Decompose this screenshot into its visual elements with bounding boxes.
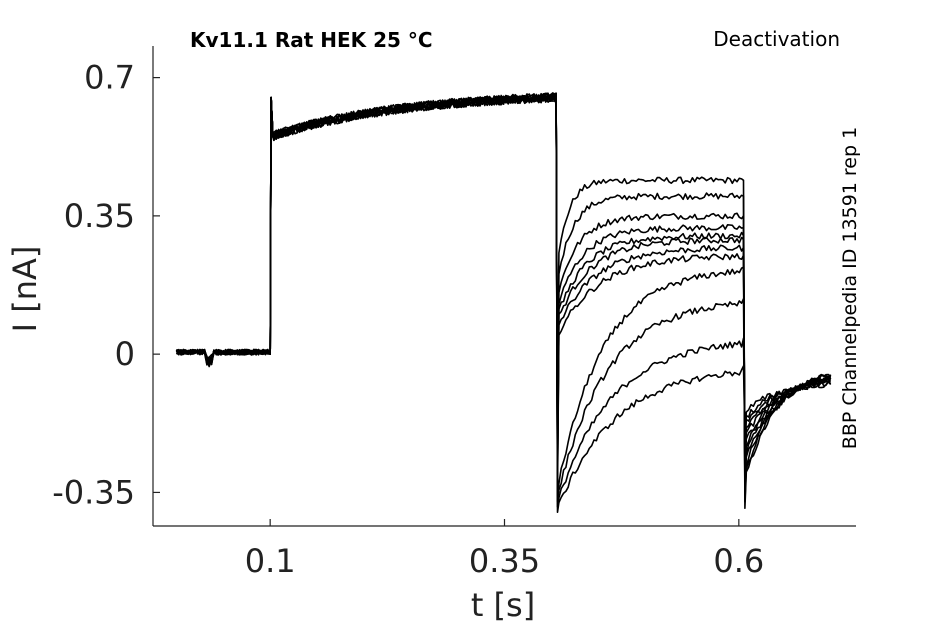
y-tick-label: 0.7: [84, 59, 135, 97]
protocol-label: Deactivation: [713, 27, 840, 51]
x-tick-label: 0.35: [469, 542, 540, 580]
x-tick-label: 0.6: [713, 542, 764, 580]
current-trace: [175, 92, 832, 497]
current-trace: [175, 92, 832, 486]
x-tick-label: 0.1: [245, 542, 296, 580]
current-trace: [175, 92, 831, 503]
current-trace: [175, 92, 832, 503]
current-trace: [175, 92, 832, 481]
side-label: BBP Channelpedia ID 13591 rep 1: [839, 127, 861, 449]
chart-title: Kv11.1 Rat HEK 25 °C: [190, 28, 433, 52]
current-trace: [176, 92, 831, 513]
current-trace: [175, 92, 832, 509]
y-tick-label: -0.35: [52, 473, 135, 511]
y-axis-label: I [nA]: [6, 246, 44, 333]
x-axis-label: t [s]: [471, 586, 535, 624]
current-trace: [176, 92, 832, 490]
trace-group: [175, 92, 832, 513]
current-trace: [176, 92, 832, 492]
current-trace: [176, 92, 832, 508]
current-trace: [176, 92, 831, 497]
y-tick-label: 0.35: [64, 197, 135, 235]
y-tick-label: 0: [115, 335, 135, 373]
current-trace: [175, 92, 831, 484]
